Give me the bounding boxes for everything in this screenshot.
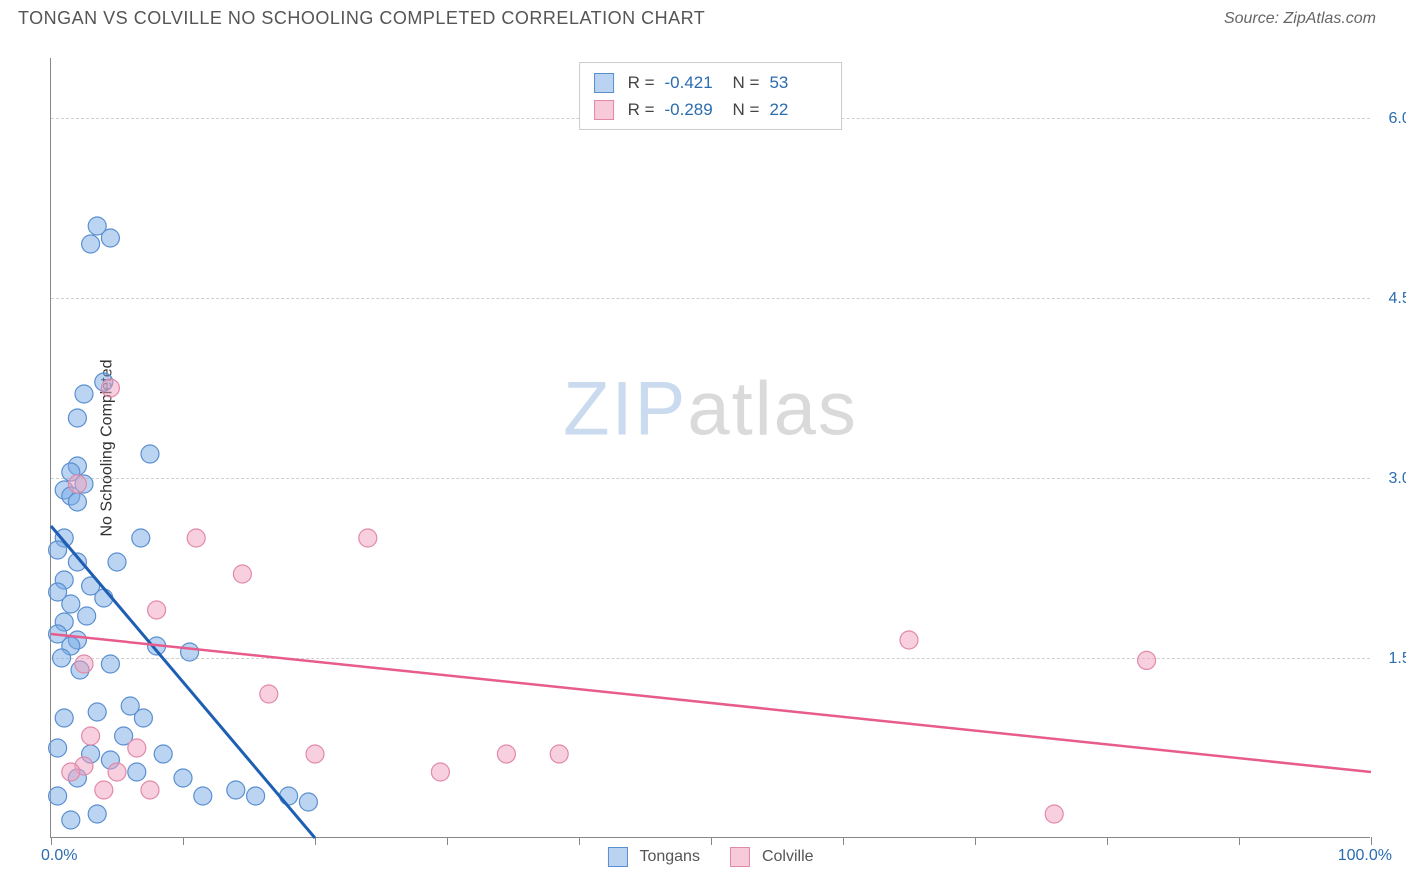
- legend: Tongans Colville: [607, 847, 813, 867]
- data-point: [128, 763, 146, 781]
- data-point: [134, 709, 152, 727]
- swatch-tongans: [594, 73, 614, 93]
- chart-plot-area: No Schooling Completed 1.5%3.0%4.5%6.0% …: [50, 58, 1370, 838]
- data-point: [68, 475, 86, 493]
- data-point: [900, 631, 918, 649]
- data-point: [174, 769, 192, 787]
- r-value-tongans: -0.421: [665, 69, 723, 96]
- legend-label-tongans: Tongans: [639, 848, 700, 866]
- x-tick: [1239, 837, 1240, 845]
- n-label: N =: [733, 96, 760, 123]
- data-point: [1138, 651, 1156, 669]
- stats-row-colville: R = -0.289 N = 22: [594, 96, 828, 123]
- scatter-plot-svg: [51, 58, 1370, 837]
- regression-line: [51, 526, 315, 838]
- x-tick: [579, 837, 580, 845]
- data-point: [194, 787, 212, 805]
- data-point: [82, 235, 100, 253]
- x-tick: [51, 837, 52, 845]
- x-tick: [1107, 837, 1108, 845]
- data-point: [49, 541, 67, 559]
- data-point: [497, 745, 515, 763]
- data-point: [108, 763, 126, 781]
- data-point: [227, 781, 245, 799]
- n-value-colville: 22: [769, 96, 827, 123]
- r-label: R =: [628, 69, 655, 96]
- data-point: [141, 445, 159, 463]
- data-point: [247, 787, 265, 805]
- data-point: [55, 709, 73, 727]
- n-label: N =: [733, 69, 760, 96]
- data-point: [88, 805, 106, 823]
- x-tick: [447, 837, 448, 845]
- y-tick-label: 1.5%: [1389, 650, 1406, 668]
- data-point: [260, 685, 278, 703]
- x-axis-max-label: 100.0%: [1338, 847, 1392, 865]
- x-tick: [315, 837, 316, 845]
- data-point: [108, 553, 126, 571]
- data-point: [306, 745, 324, 763]
- x-tick: [711, 837, 712, 845]
- chart-header: TONGAN VS COLVILLE NO SCHOOLING COMPLETE…: [0, 0, 1406, 33]
- data-point: [359, 529, 377, 547]
- data-point: [101, 229, 119, 247]
- data-point: [187, 529, 205, 547]
- data-point: [154, 745, 172, 763]
- data-point: [148, 601, 166, 619]
- data-point: [1045, 805, 1063, 823]
- data-point: [181, 643, 199, 661]
- r-value-colville: -0.289: [665, 96, 723, 123]
- data-point: [132, 529, 150, 547]
- data-point: [88, 703, 106, 721]
- legend-swatch-tongans: [607, 847, 627, 867]
- data-point: [49, 739, 67, 757]
- data-point: [78, 607, 96, 625]
- y-tick-label: 6.0%: [1389, 110, 1406, 128]
- data-point: [128, 739, 146, 757]
- data-point: [299, 793, 317, 811]
- data-point: [233, 565, 251, 583]
- data-point: [280, 787, 298, 805]
- x-tick: [843, 837, 844, 845]
- stats-row-tongans: R = -0.421 N = 53: [594, 69, 828, 96]
- data-point: [82, 727, 100, 745]
- r-label: R =: [628, 96, 655, 123]
- data-point: [550, 745, 568, 763]
- source-attribution: Source: ZipAtlas.com: [1224, 10, 1376, 28]
- x-axis-min-label: 0.0%: [41, 847, 77, 865]
- y-tick-label: 3.0%: [1389, 470, 1406, 488]
- data-point: [49, 787, 67, 805]
- n-value-tongans: 53: [769, 69, 827, 96]
- data-point: [68, 493, 86, 511]
- data-point: [62, 811, 80, 829]
- data-point: [95, 781, 113, 799]
- legend-item-tongans: Tongans: [607, 847, 700, 867]
- x-tick: [975, 837, 976, 845]
- legend-item-colville: Colville: [730, 847, 814, 867]
- data-point: [101, 655, 119, 673]
- data-point: [53, 649, 71, 667]
- legend-label-colville: Colville: [762, 848, 814, 866]
- x-tick: [1371, 837, 1372, 845]
- data-point: [68, 409, 86, 427]
- data-point: [75, 655, 93, 673]
- legend-swatch-colville: [730, 847, 750, 867]
- data-point: [431, 763, 449, 781]
- data-point: [141, 781, 159, 799]
- correlation-stats-box: R = -0.421 N = 53 R = -0.289 N = 22: [579, 62, 843, 130]
- swatch-colville: [594, 100, 614, 120]
- data-point: [62, 763, 80, 781]
- data-point: [101, 379, 119, 397]
- y-tick-label: 4.5%: [1389, 290, 1406, 308]
- data-point: [62, 595, 80, 613]
- data-point: [75, 385, 93, 403]
- regression-line: [51, 634, 1371, 772]
- x-tick: [183, 837, 184, 845]
- chart-title: TONGAN VS COLVILLE NO SCHOOLING COMPLETE…: [18, 8, 705, 29]
